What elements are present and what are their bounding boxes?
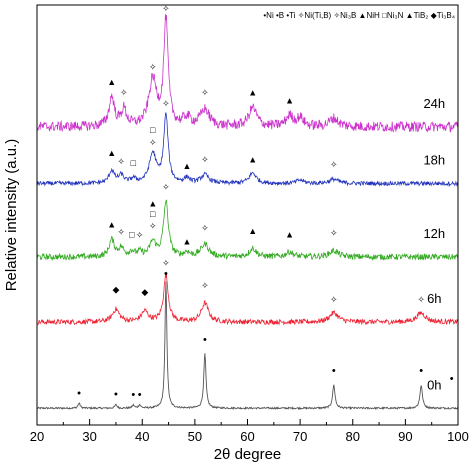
phase-marker: ✧ <box>417 294 425 304</box>
legend-entry: ▲TiB₂ <box>403 11 428 20</box>
phase-marker: ▲ <box>148 199 157 209</box>
phase-marker: ▲ <box>285 229 294 239</box>
phase-marker: ▲ <box>107 220 116 230</box>
phase-marker: ✧ <box>201 155 209 165</box>
series-label-6h: 6h <box>427 291 441 306</box>
legend-entry: •Ni <box>263 11 274 20</box>
legend-entry: •B <box>274 11 284 20</box>
series-line-12h <box>36 199 459 262</box>
x-tick-label: 60 <box>240 429 254 444</box>
series-label-24h: 24h <box>423 96 445 111</box>
series-label-0h: 0h <box>427 377 441 392</box>
phase-marker: ▲ <box>248 87 257 97</box>
phase-marker: • <box>114 389 118 401</box>
phase-marker: □ <box>150 209 156 219</box>
phase-marker: ✧ <box>330 228 338 238</box>
phase-marker: ✧ <box>117 157 125 167</box>
phase-marker: ▲ <box>107 77 116 87</box>
phase-marker: ▲ <box>183 236 192 246</box>
legend-entry: ✧Ni₃B <box>331 11 356 20</box>
phase-marker: • <box>77 387 81 399</box>
phase-marker: ✧ <box>162 182 170 192</box>
phase-marker: ✧ <box>330 160 338 170</box>
phase-marker: ✧ <box>201 223 209 233</box>
x-tick-label: 80 <box>346 429 360 444</box>
plot-frame <box>36 4 459 426</box>
phase-marker: ◆ <box>112 285 119 295</box>
series-label-group: 0h 6h 12h 18h 24h <box>423 96 445 392</box>
series-line-0h <box>36 281 459 411</box>
y-axis-title: Relative intensity (a.u.) <box>3 139 20 292</box>
series-group <box>36 14 459 411</box>
legend-entry: ◆Ti₃B₄ <box>428 11 455 20</box>
phase-marker: ▲ <box>183 161 192 171</box>
x-tick-label: 40 <box>135 429 149 444</box>
phase-marker: ✧ <box>330 294 338 304</box>
phase-marker: ✧ <box>136 230 144 240</box>
phase-marker: ▲ <box>285 96 294 106</box>
phase-marker: ▲ <box>107 148 116 158</box>
x-tick-label: 100 <box>447 429 469 444</box>
marker-group: • • • •••• ••◆ ◆✧✧✧ ✧▲✧ □ ✧✧□▲✧▲✧ ▲ ▲ ✧▲✧ □✧□✧▲✧ ▲✧▲✧… <box>77 3 454 401</box>
phase-marker: • <box>450 373 454 385</box>
series-line-6h <box>36 274 459 326</box>
legend-entry: ▲NiH <box>356 11 380 20</box>
x-tick-label: 70 <box>293 429 307 444</box>
x-tick-label: 20 <box>30 429 44 444</box>
series-label-18h: 18h <box>423 153 445 168</box>
axis-group <box>36 4 459 426</box>
series-label-12h: 12h <box>423 226 445 241</box>
phase-marker: ✧ <box>201 281 209 291</box>
phase-marker: ✧ <box>149 138 157 148</box>
phase-marker: • <box>131 389 135 401</box>
legend: •Ni •B •Ti ✧Ni(Ti,B) ✧Ni₃B ▲NiH □Ni₃N ▲T… <box>263 11 455 20</box>
phase-marker: • <box>203 334 207 346</box>
x-tick-label: 50 <box>188 429 202 444</box>
phase-marker: • <box>332 365 336 377</box>
phase-marker: ▲ <box>248 155 257 165</box>
x-tick-label: 90 <box>398 429 412 444</box>
phase-marker: • <box>419 365 423 377</box>
phase-marker: • <box>138 389 142 401</box>
x-axis-title: 2θ degree <box>214 446 282 463</box>
phase-marker: ✧ <box>162 258 170 268</box>
phase-marker: ✧ <box>149 221 157 231</box>
phase-marker: □ <box>131 158 137 168</box>
phase-marker: ✧ <box>120 87 128 97</box>
phase-marker: ✧ <box>201 87 209 97</box>
phase-marker: ▲ <box>248 226 257 236</box>
phase-marker: ✧ <box>149 62 157 72</box>
legend-entry: •Ti <box>284 11 296 20</box>
x-tick-group: 20 30 40 50 60 70 80 90 100 <box>30 419 469 444</box>
phase-marker: ✧ <box>162 99 170 109</box>
x-tick-label: 30 <box>82 429 96 444</box>
legend-entry: ✧Ni(Ti,B) <box>295 11 331 20</box>
legend-text: •Ni •B •Ti ✧Ni(Ti,B) ✧Ni₃B ▲NiH □Ni₃N ▲T… <box>263 11 455 20</box>
phase-marker: • <box>164 268 168 280</box>
phase-marker: □ <box>150 125 156 135</box>
phase-marker: ✧ <box>117 227 125 237</box>
phase-marker: ◆ <box>141 287 148 297</box>
series-line-24h <box>36 14 459 133</box>
legend-entry: □Ni₃N <box>380 11 404 20</box>
phase-marker: □ <box>129 229 135 239</box>
phase-marker: ✧ <box>162 3 170 13</box>
series-line-18h <box>36 112 459 187</box>
